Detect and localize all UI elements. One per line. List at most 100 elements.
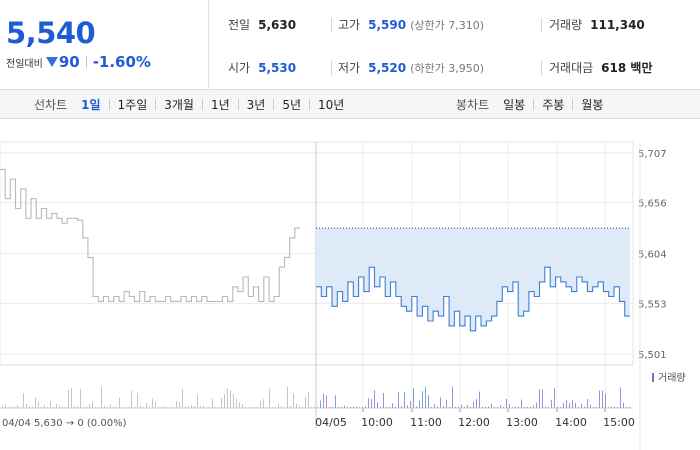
volume-bar bbox=[200, 405, 201, 408]
volume-legend-label: 거래량 bbox=[658, 372, 686, 384]
field-key: 전일 bbox=[228, 18, 251, 32]
volume-bar bbox=[488, 406, 489, 408]
volume-bar bbox=[53, 407, 54, 408]
volume-bar bbox=[131, 390, 132, 408]
tab-daily-candle[interactable]: 일봉 bbox=[503, 98, 526, 112]
volume-bar bbox=[95, 407, 96, 408]
volume-bar bbox=[191, 405, 192, 408]
volume-bar bbox=[140, 405, 141, 408]
volume-bar bbox=[215, 407, 216, 408]
volume-bar bbox=[77, 406, 78, 408]
tab-divider bbox=[533, 99, 535, 110]
volume-bar bbox=[110, 404, 111, 408]
volume-bar bbox=[377, 402, 378, 408]
volume-bar bbox=[230, 390, 231, 408]
volume-bar bbox=[434, 404, 435, 408]
volume-bar bbox=[452, 386, 453, 408]
volume-bar bbox=[329, 407, 330, 408]
candle-chart-header: 봉차트 bbox=[456, 98, 490, 112]
tab-divider bbox=[201, 99, 203, 110]
volume-bar bbox=[269, 388, 270, 408]
tab-5year[interactable]: 5년 bbox=[282, 98, 302, 112]
tab-1year[interactable]: 1년 bbox=[210, 98, 230, 112]
tab-3month[interactable]: 3개월 bbox=[164, 98, 194, 112]
volume-bar bbox=[41, 407, 42, 408]
tab-weekly-candle[interactable]: 주봉 bbox=[542, 98, 565, 112]
volume-bar bbox=[518, 407, 519, 408]
volume-bar bbox=[272, 407, 273, 408]
field-value: 618 백만 bbox=[601, 61, 653, 75]
volume-bar bbox=[338, 407, 339, 408]
volume-bar bbox=[176, 401, 177, 408]
volume-bar bbox=[557, 407, 558, 408]
volume-bar bbox=[92, 401, 93, 408]
tab-1week[interactable]: 1주일 bbox=[117, 98, 148, 112]
tab-divider bbox=[273, 99, 275, 110]
volume-bar bbox=[449, 406, 450, 408]
volume-bar bbox=[617, 407, 618, 408]
field-open: 시가 5,530 bbox=[228, 59, 296, 76]
volume-bar bbox=[422, 391, 423, 408]
tab-divider bbox=[572, 99, 574, 110]
volume-bar bbox=[317, 407, 318, 408]
tab-divider bbox=[108, 99, 110, 110]
volume-bar bbox=[593, 406, 594, 408]
volume-bar bbox=[173, 406, 174, 408]
volume-bar bbox=[605, 393, 606, 408]
volume-bar bbox=[506, 399, 507, 408]
volume-bar bbox=[419, 400, 420, 408]
volume-bar bbox=[470, 406, 471, 408]
volume-bar bbox=[266, 407, 267, 408]
volume-bar bbox=[134, 407, 135, 408]
volume-bar bbox=[581, 403, 582, 408]
volume-bar bbox=[239, 402, 240, 408]
volume-bar bbox=[212, 398, 213, 408]
volume-bar bbox=[332, 407, 333, 408]
volume-bar bbox=[383, 392, 384, 408]
field-volume: 거래량 111,340 bbox=[549, 16, 645, 33]
field-divider bbox=[331, 18, 332, 32]
field-high: 고가 5,590 (상한가 7,310) bbox=[338, 16, 484, 33]
volume-bar bbox=[320, 400, 321, 408]
volume-bar bbox=[290, 405, 291, 408]
tab-monthly-candle[interactable]: 월봉 bbox=[581, 98, 604, 112]
volume-bar bbox=[20, 407, 21, 408]
volume-bar bbox=[122, 407, 123, 408]
field-trade-value: 거래대금 618 백만 bbox=[549, 59, 652, 76]
volume-bar bbox=[11, 407, 12, 408]
volume-bar bbox=[179, 402, 180, 408]
volume-bar bbox=[224, 394, 225, 408]
price-lines bbox=[0, 168, 630, 332]
tab-3year[interactable]: 3년 bbox=[246, 98, 266, 112]
volume-bar bbox=[98, 407, 99, 408]
volume-bar bbox=[353, 407, 354, 408]
tab-10year[interactable]: 10년 bbox=[318, 98, 345, 112]
volume-bar bbox=[236, 398, 237, 408]
price-chart[interactable]: 5,707 5,656 5,604 5,553 5,501 거래량 04/05 10:00… bbox=[0, 120, 700, 450]
volume-bar bbox=[83, 407, 84, 408]
volume-bar bbox=[2, 405, 3, 408]
volume-bar bbox=[101, 386, 102, 408]
volume-bar bbox=[17, 405, 18, 408]
volume-bar bbox=[521, 399, 522, 408]
y-tick-label: 5,656 bbox=[638, 199, 667, 210]
volume-bar bbox=[293, 393, 294, 408]
tab-1day[interactable]: 1일 bbox=[81, 98, 101, 112]
volume-bar bbox=[308, 392, 309, 408]
volume-bar bbox=[602, 390, 603, 408]
volume-bar bbox=[221, 398, 222, 408]
down-triangle-icon bbox=[45, 57, 58, 67]
volume-bars bbox=[2, 386, 630, 408]
volume-bar bbox=[344, 405, 345, 408]
volume-bar bbox=[119, 397, 120, 408]
volume-bar bbox=[533, 405, 534, 408]
volume-bar bbox=[194, 406, 195, 408]
volume-bar bbox=[524, 407, 525, 408]
x-tick-label: 11:00 bbox=[410, 416, 442, 429]
volume-bar bbox=[38, 401, 39, 408]
volume-bar bbox=[464, 407, 465, 408]
volume-bar bbox=[68, 389, 69, 408]
volume-bar bbox=[584, 406, 585, 408]
volume-bar bbox=[47, 407, 48, 408]
volume-bar bbox=[248, 407, 249, 408]
